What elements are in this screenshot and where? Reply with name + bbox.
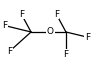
Text: F: F	[19, 10, 24, 19]
Text: F: F	[7, 47, 12, 56]
Text: O: O	[47, 28, 54, 36]
Text: F: F	[63, 50, 68, 59]
Text: F: F	[54, 10, 59, 19]
Text: F: F	[85, 33, 90, 42]
Text: F: F	[2, 21, 7, 30]
